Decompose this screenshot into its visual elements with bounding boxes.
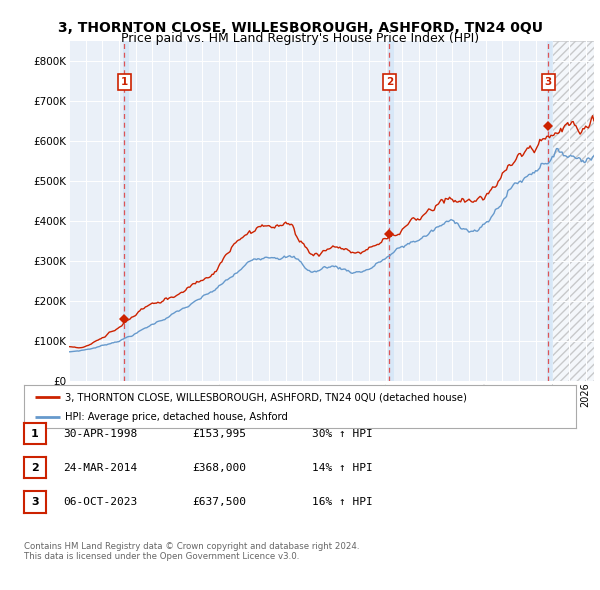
Text: HPI: Average price, detached house, Ashford: HPI: Average price, detached house, Ashf… [65,412,288,422]
Text: 16% ↑ HPI: 16% ↑ HPI [312,497,373,507]
Text: Contains HM Land Registry data © Crown copyright and database right 2024.: Contains HM Land Registry data © Crown c… [24,542,359,550]
Text: 3, THORNTON CLOSE, WILLESBOROUGH, ASHFORD, TN24 0QU: 3, THORNTON CLOSE, WILLESBOROUGH, ASHFOR… [58,21,542,35]
Text: 2: 2 [31,463,38,473]
Bar [553,41,594,381]
Text: 1: 1 [121,77,128,87]
Bar [547,41,553,381]
Text: £368,000: £368,000 [192,463,246,473]
Text: 06-OCT-2023: 06-OCT-2023 [63,497,137,507]
Text: 2: 2 [386,77,393,87]
Text: Price paid vs. HM Land Registry's House Price Index (HPI): Price paid vs. HM Land Registry's House … [121,32,479,45]
Text: 24-MAR-2014: 24-MAR-2014 [63,463,137,473]
Bar [388,41,394,381]
Text: 14% ↑ HPI: 14% ↑ HPI [312,463,373,473]
Text: 3: 3 [545,77,552,87]
Text: This data is licensed under the Open Government Licence v3.0.: This data is licensed under the Open Gov… [24,552,299,561]
Text: 1: 1 [31,429,38,438]
Text: 30% ↑ HPI: 30% ↑ HPI [312,429,373,438]
Text: £153,995: £153,995 [192,429,246,438]
Bar [123,41,130,381]
Text: 3, THORNTON CLOSE, WILLESBOROUGH, ASHFORD, TN24 0QU (detached house): 3, THORNTON CLOSE, WILLESBOROUGH, ASHFOR… [65,392,467,402]
Bar [553,41,594,381]
Text: £637,500: £637,500 [192,497,246,507]
Text: 3: 3 [31,497,38,507]
Text: 30-APR-1998: 30-APR-1998 [63,429,137,438]
